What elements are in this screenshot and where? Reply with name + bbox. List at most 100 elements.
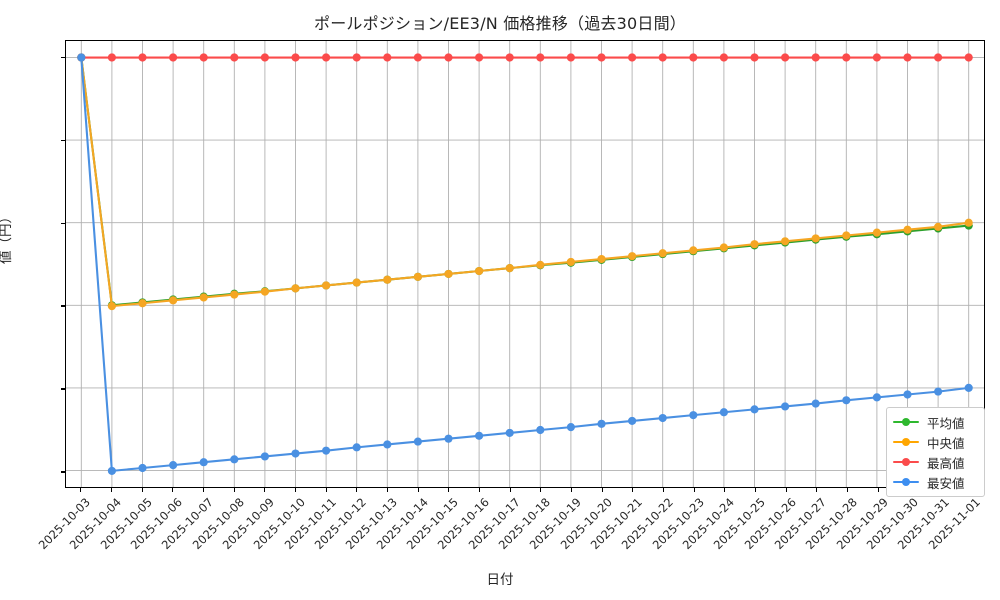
data-point [658, 413, 667, 423]
data-point [628, 53, 637, 62]
legend-marker-icon [893, 436, 919, 448]
data-point [781, 237, 790, 246]
data-point [322, 281, 331, 290]
x-tick-mark [571, 488, 573, 492]
legend-marker-icon [893, 456, 919, 468]
y-axis-label: 値（円） [0, 210, 14, 264]
data-point [230, 290, 239, 299]
data-point [597, 53, 606, 62]
x-tick-mark [111, 488, 113, 492]
data-point [872, 53, 881, 62]
data-point [475, 266, 484, 276]
data-point [903, 390, 912, 399]
legend-item-3[interactable]: 最安値 [887, 472, 984, 492]
x-tick-mark [479, 488, 481, 492]
data-point [383, 53, 392, 62]
y-tick-mark [61, 388, 65, 390]
legend-label: 中央値 [927, 435, 965, 451]
data-point [505, 53, 514, 62]
data-point [199, 53, 208, 62]
x-tick-mark [264, 488, 266, 492]
series-1 [77, 53, 973, 311]
data-point [811, 53, 820, 62]
data-point [505, 264, 514, 273]
data-point [291, 284, 300, 293]
series-2 [77, 53, 973, 62]
data-point [260, 452, 269, 461]
x-tick-mark [663, 488, 665, 492]
data-point [934, 222, 943, 231]
x-axis-label: 日付 [486, 572, 514, 588]
data-point [536, 260, 545, 269]
series-layer [77, 53, 973, 475]
data-point [352, 53, 361, 62]
x-tick-mark [877, 488, 879, 492]
legend-label: 最安値 [927, 475, 965, 491]
data-point [107, 302, 116, 311]
x-tick-mark [724, 488, 726, 492]
data-point [903, 225, 912, 234]
x-tick-mark [755, 488, 757, 492]
data-point [536, 425, 545, 435]
chart-legend: 平均値中央値 最高値最安値 [886, 407, 985, 497]
data-point [719, 243, 728, 252]
data-point [260, 287, 269, 296]
y-tick-mark [61, 305, 65, 307]
data-point [413, 437, 422, 446]
plot-area [65, 40, 985, 488]
data-point [169, 53, 178, 62]
data-point [475, 53, 484, 62]
data-point [199, 293, 208, 302]
x-tick-mark [601, 488, 603, 492]
legend-item-2[interactable]: 最高値 [887, 452, 984, 472]
data-point [169, 461, 178, 470]
legend-item-1[interactable]: 中央値 [887, 432, 984, 452]
data-point [781, 402, 790, 411]
data-point [964, 383, 973, 392]
x-tick-mark [387, 488, 389, 492]
data-point [352, 443, 361, 452]
data-point [934, 53, 943, 62]
x-tick-mark [203, 488, 205, 492]
data-point [964, 218, 973, 227]
data-point [444, 434, 453, 443]
x-tick-mark [785, 488, 787, 492]
data-point [628, 252, 637, 261]
data-point [199, 458, 208, 467]
data-point [138, 463, 147, 473]
data-point [566, 53, 575, 62]
legend-item-0[interactable]: 平均値 [887, 412, 984, 432]
data-point [413, 53, 422, 62]
data-point [689, 246, 698, 255]
x-tick-mark [233, 488, 235, 492]
x-tick-mark [693, 488, 695, 492]
data-point [964, 53, 973, 62]
data-point [107, 466, 116, 475]
data-point [291, 53, 300, 62]
data-point [689, 411, 698, 420]
data-point [413, 272, 422, 281]
data-point [719, 53, 728, 62]
series-0 [77, 53, 973, 310]
data-point [872, 393, 881, 402]
data-point [138, 53, 147, 62]
data-point [934, 387, 943, 396]
data-point [719, 408, 728, 417]
y-tick-mark [61, 471, 65, 473]
data-point [383, 440, 392, 449]
data-point [781, 53, 790, 62]
x-tick-mark [80, 488, 82, 492]
data-point [444, 269, 453, 278]
data-point [750, 405, 759, 414]
data-point [230, 455, 239, 464]
legend-marker-icon [893, 476, 919, 488]
y-tick-mark [61, 139, 65, 141]
data-point [597, 254, 606, 264]
data-point [536, 53, 545, 62]
x-tick-mark [448, 488, 450, 492]
data-point [903, 53, 912, 62]
data-point [597, 419, 606, 428]
data-point [566, 423, 575, 432]
legend-label: 平均値 [927, 415, 965, 431]
x-tick-mark [632, 488, 634, 492]
